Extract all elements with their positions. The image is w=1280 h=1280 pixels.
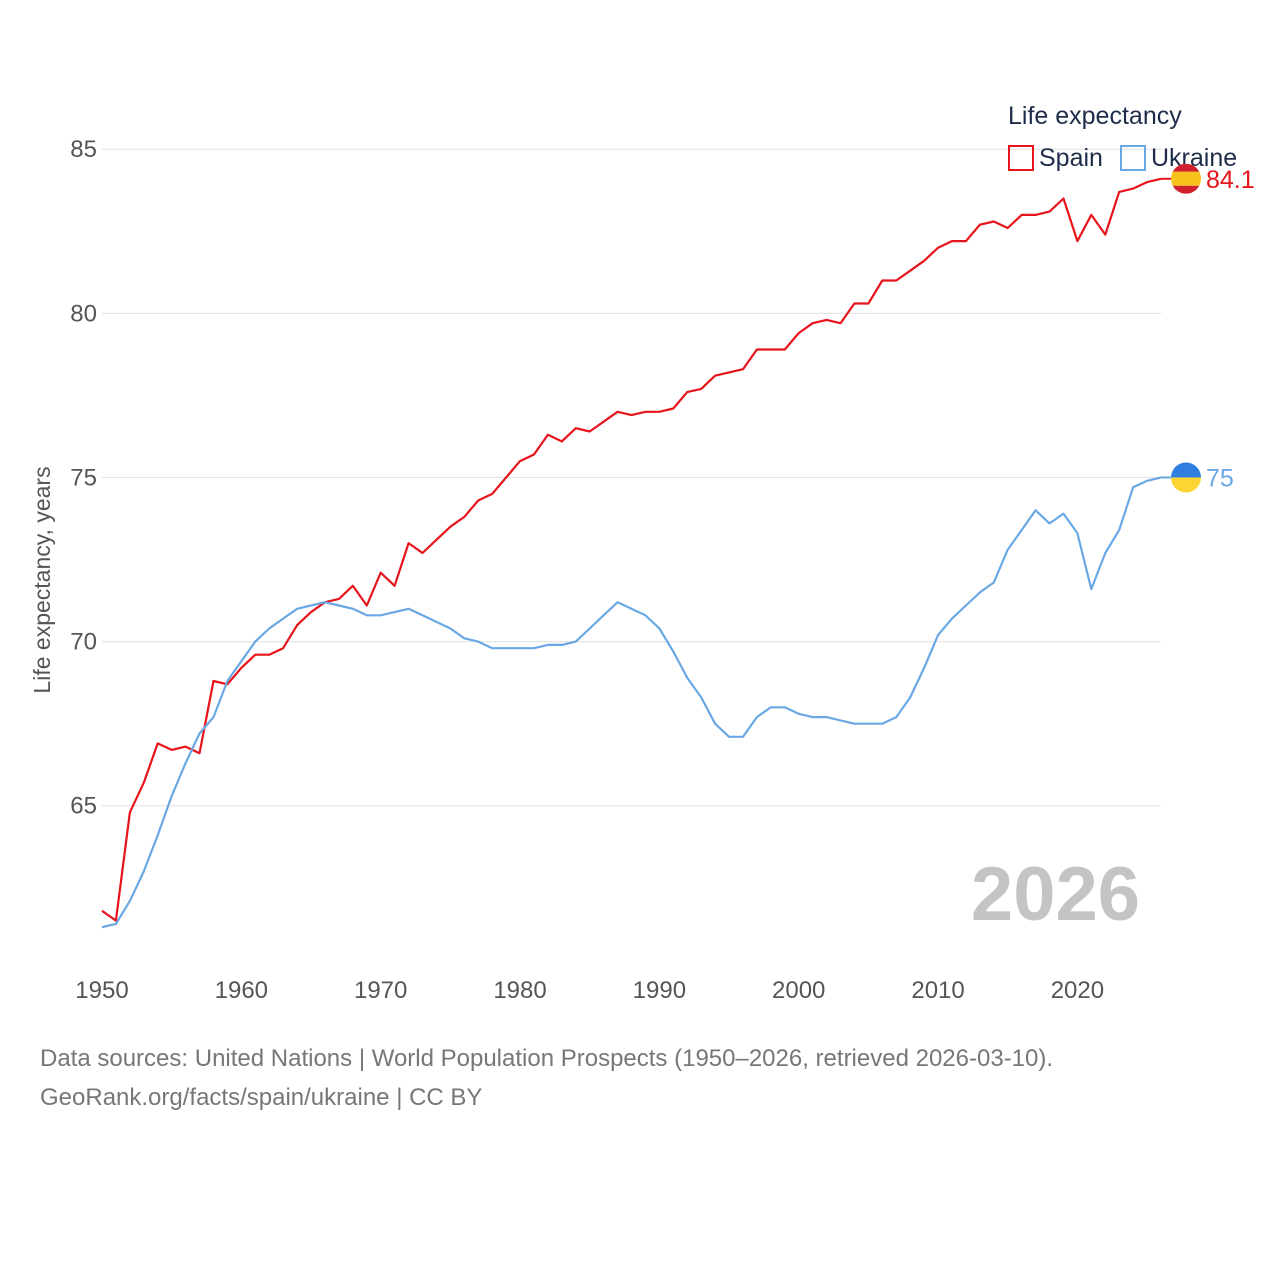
x-tick-label: 2000 bbox=[772, 977, 825, 1004]
ukraine-end-value: 75 bbox=[1206, 464, 1234, 492]
legend-swatch-ukraine[interactable] bbox=[1120, 145, 1146, 171]
x-axis-ticks: 1950 1960 1970 1980 1990 2000 2010 2020 bbox=[75, 977, 1104, 1004]
year-watermark: 2026 bbox=[971, 852, 1140, 937]
legend: Life expectancy Spain Ukraine bbox=[1008, 102, 1237, 172]
series-line-spain[interactable] bbox=[101, 177, 1162, 922]
spain-end-value: 84.1 bbox=[1206, 166, 1255, 194]
series-lines bbox=[101, 177, 1162, 929]
x-tick-label: 1980 bbox=[493, 977, 546, 1004]
grid-lines bbox=[102, 148, 1161, 807]
x-tick-label: 2010 bbox=[911, 977, 964, 1004]
spain-flag-stripe-top bbox=[1171, 163, 1201, 172]
footer-sources: Data sources: United Nations | World Pop… bbox=[40, 1045, 1054, 1072]
legend-title: Life expectancy bbox=[1008, 102, 1182, 130]
y-axis-label: Life expectancy, years bbox=[29, 466, 55, 693]
spain-flag-icon bbox=[1171, 163, 1201, 194]
x-tick-label: 1960 bbox=[215, 977, 268, 1004]
y-axis-ticks: 65 70 75 80 85 bbox=[70, 136, 97, 819]
x-tick-label: 1990 bbox=[633, 977, 686, 1004]
spain-flag-stripe-middle bbox=[1171, 171, 1201, 186]
ukraine-flag-stripe-bottom bbox=[1171, 477, 1201, 493]
legend-swatch-spain[interactable] bbox=[1008, 145, 1034, 171]
x-tick-label: 1950 bbox=[75, 977, 128, 1004]
y-tick-label: 75 bbox=[70, 464, 97, 491]
y-tick-label: 65 bbox=[70, 793, 97, 820]
footer-attribution[interactable]: GeoRank.org/facts/spain/ukraine | CC BY bbox=[40, 1084, 483, 1111]
x-tick-label: 2020 bbox=[1051, 977, 1104, 1004]
x-tick-label: 1970 bbox=[354, 977, 407, 1004]
series-line-ukraine[interactable] bbox=[101, 476, 1162, 929]
y-tick-label: 80 bbox=[70, 300, 97, 327]
ukraine-flag-icon bbox=[1171, 462, 1201, 493]
y-tick-label: 70 bbox=[70, 629, 97, 656]
ukraine-flag-stripe-top bbox=[1171, 462, 1201, 478]
life-expectancy-chart: 65 70 75 80 85 1950 1960 1970 1980 1990 2000 2010 2… bbox=[29, 102, 1255, 1004]
y-tick-label: 85 bbox=[70, 136, 97, 163]
legend-label-spain[interactable]: Spain bbox=[1039, 144, 1103, 172]
spain-flag-stripe-bottom bbox=[1171, 185, 1201, 194]
end-markers: 84.1 75 bbox=[1161, 163, 1255, 493]
